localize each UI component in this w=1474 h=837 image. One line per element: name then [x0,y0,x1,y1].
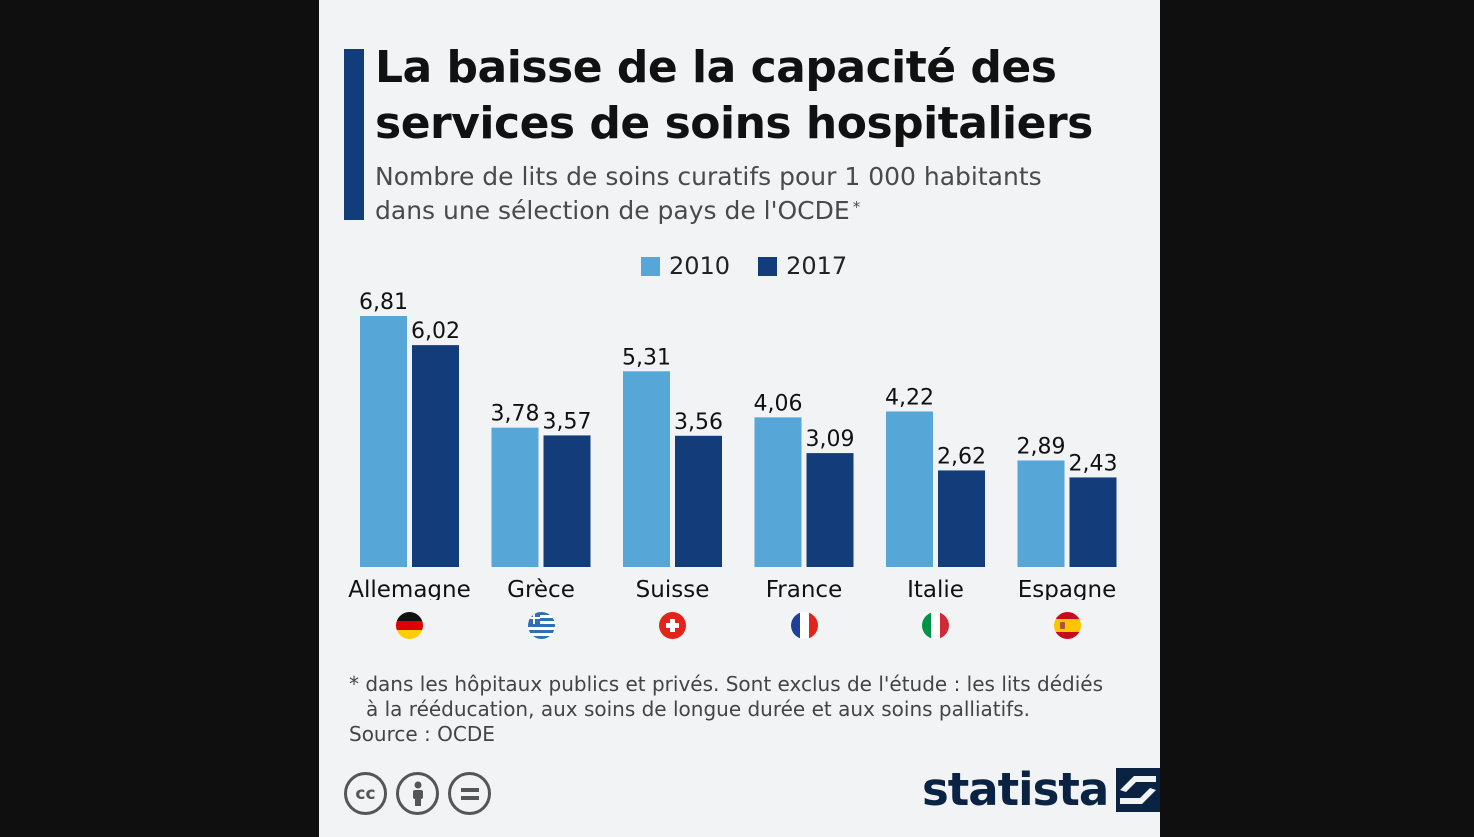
chart-title: La baisse de la capacité des services de… [375,40,1093,152]
germany-flag-icon [396,612,423,639]
bar-france-2010 [754,417,802,567]
footnote: * dans les hôpitaux publics et privés. S… [349,672,1103,747]
spain-flag-icon [1053,612,1081,639]
license-icons: cc [344,772,500,815]
data-label-suisse-2017: 3,56 [674,410,723,435]
data-label-grèce-2010: 3,78 [491,402,540,427]
footnote-line-2: à la rééducation, aux soins de longue du… [366,697,1030,721]
source-note: Source : OCDE [349,722,495,746]
france-flag-icon [790,612,818,639]
category-label-espagne: Espagne [1018,577,1117,600]
creative-commons-icon[interactable]: cc [344,772,387,815]
title-line-1: La baisse de la capacité des [375,42,1057,93]
data-label-allemagne-2010: 6,81 [359,290,408,315]
title-line-2: services de soins hospitaliers [375,98,1093,149]
data-label-italie-2010: 4,22 [885,385,934,410]
data-label-suisse-2010: 5,31 [622,345,671,370]
legend-item-2010: 2010 [641,252,730,280]
infographic-card: La baisse de la capacité des services de… [319,0,1161,837]
bar-allemagne-2010 [360,316,407,567]
bar-suisse-2017 [675,435,722,567]
no-derivatives-icon[interactable] [448,772,491,815]
bar-grèce-2017 [543,435,591,567]
bar-grèce-2010 [491,427,539,567]
legend-swatch-2010 [641,256,660,276]
title-accent-bar [344,49,364,220]
italy-flag-icon [922,612,949,639]
data-label-grèce-2017: 3,57 [543,409,592,434]
category-label-suisse: Suisse [636,577,710,600]
chart-legend: 2010 2017 [641,252,875,280]
category-label-allemagne: Allemagne [348,577,471,600]
attribution-icon[interactable] [396,772,439,815]
subtitle-line-2: dans une sélection de pays de l'OCDE [375,196,850,225]
bar-suisse-2010 [623,371,670,567]
footnote-marker: * [852,198,861,216]
data-label-france-2010: 4,06 [754,391,803,416]
legend-label-2010: 2010 [669,252,731,280]
bar-espagne-2010 [1017,460,1065,567]
legend-item-2017: 2017 [758,252,847,280]
bar-italie-2010 [886,411,933,567]
statista-logo[interactable]: statista [922,763,1161,816]
category-label-france: France [766,577,842,600]
bar-chart: 6,816,02 Allemagne 3,78 3,57 Grèce 5,31 3,56 Su… [348,290,1118,600]
data-label-espagne-2017: 2,43 [1069,451,1118,476]
bar-espagne-2017 [1069,477,1117,567]
legend-label-2017: 2017 [786,252,848,280]
bar-italie-2017 [938,470,985,567]
footnote-line-1: * dans les hôpitaux publics et privés. S… [349,672,1104,696]
data-label-espagne-2010: 2,89 [1017,434,1066,459]
switzerland-flag-icon [659,612,686,639]
subtitle-line-1: Nombre de lits de soins curatifs pour 1 … [375,162,1042,191]
statista-logo-icon [1116,767,1161,812]
data-label-italie-2017: 2,62 [937,444,986,469]
data-label-allemagne-2017: 6,02 [411,319,460,344]
category-label-italie: Italie [907,577,964,600]
chart-subtitle: Nombre de lits de soins curatifs pour 1 … [375,160,1135,228]
subtitle-line-2-wrap: dans une sélection de pays de l'OCDE * [375,194,1135,228]
data-label-france-2017: 3,09 [806,427,855,452]
bar-allemagne-2017 [412,345,459,567]
greece-flag-icon [527,612,555,639]
category-label-grèce: Grèce [507,577,575,600]
logo-text: statista [922,763,1109,816]
legend-swatch-2017 [758,256,778,276]
bar-france-2017 [806,453,854,567]
